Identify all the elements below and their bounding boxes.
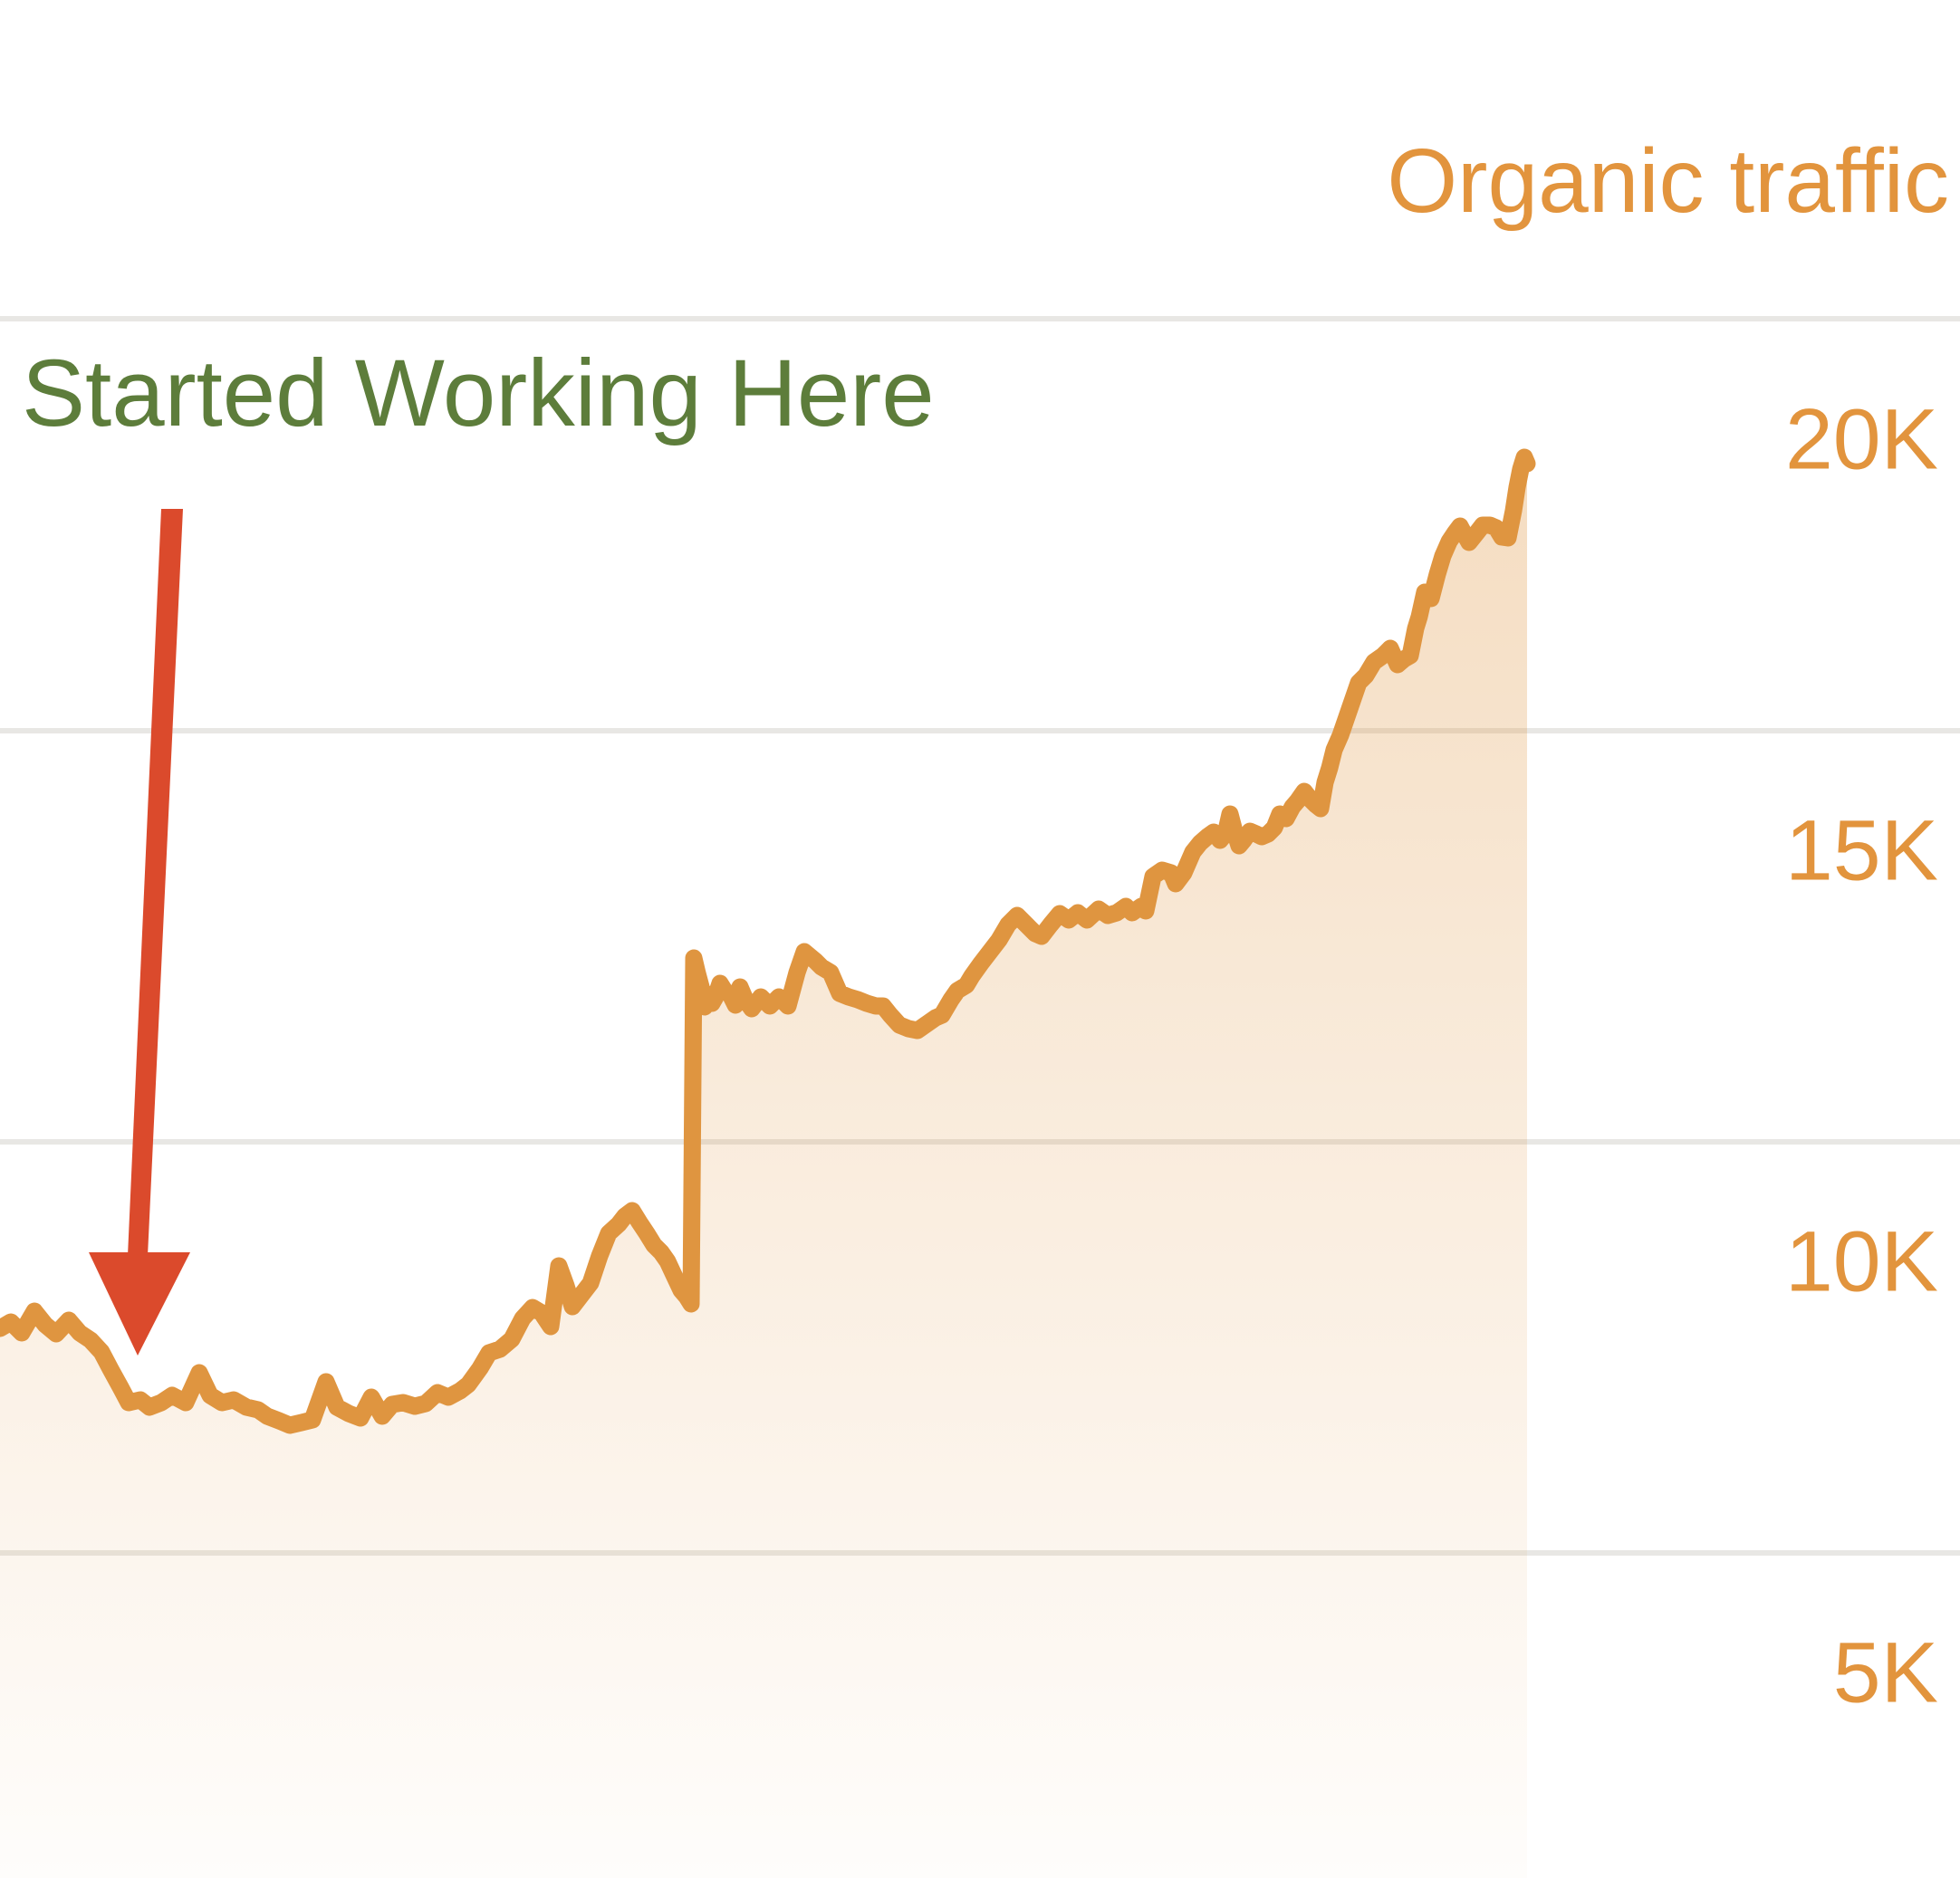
traffic-line: [0, 448, 1536, 1434]
arrow-shaft: [128, 509, 183, 1256]
y-axis-label: 10K: [1784, 1213, 1938, 1310]
y-axis-label: 20K: [1784, 391, 1938, 488]
annotation-arrow: [89, 509, 190, 1356]
traffic-area-fill: [0, 457, 1527, 1878]
y-axis-label: 5K: [1832, 1624, 1938, 1721]
annotation-label: Started Working Here: [22, 340, 935, 446]
y-axis-label: 15K: [1784, 802, 1938, 899]
chart-title: Organic traffic: [1387, 130, 1949, 232]
arrow-head-icon: [89, 1252, 190, 1356]
